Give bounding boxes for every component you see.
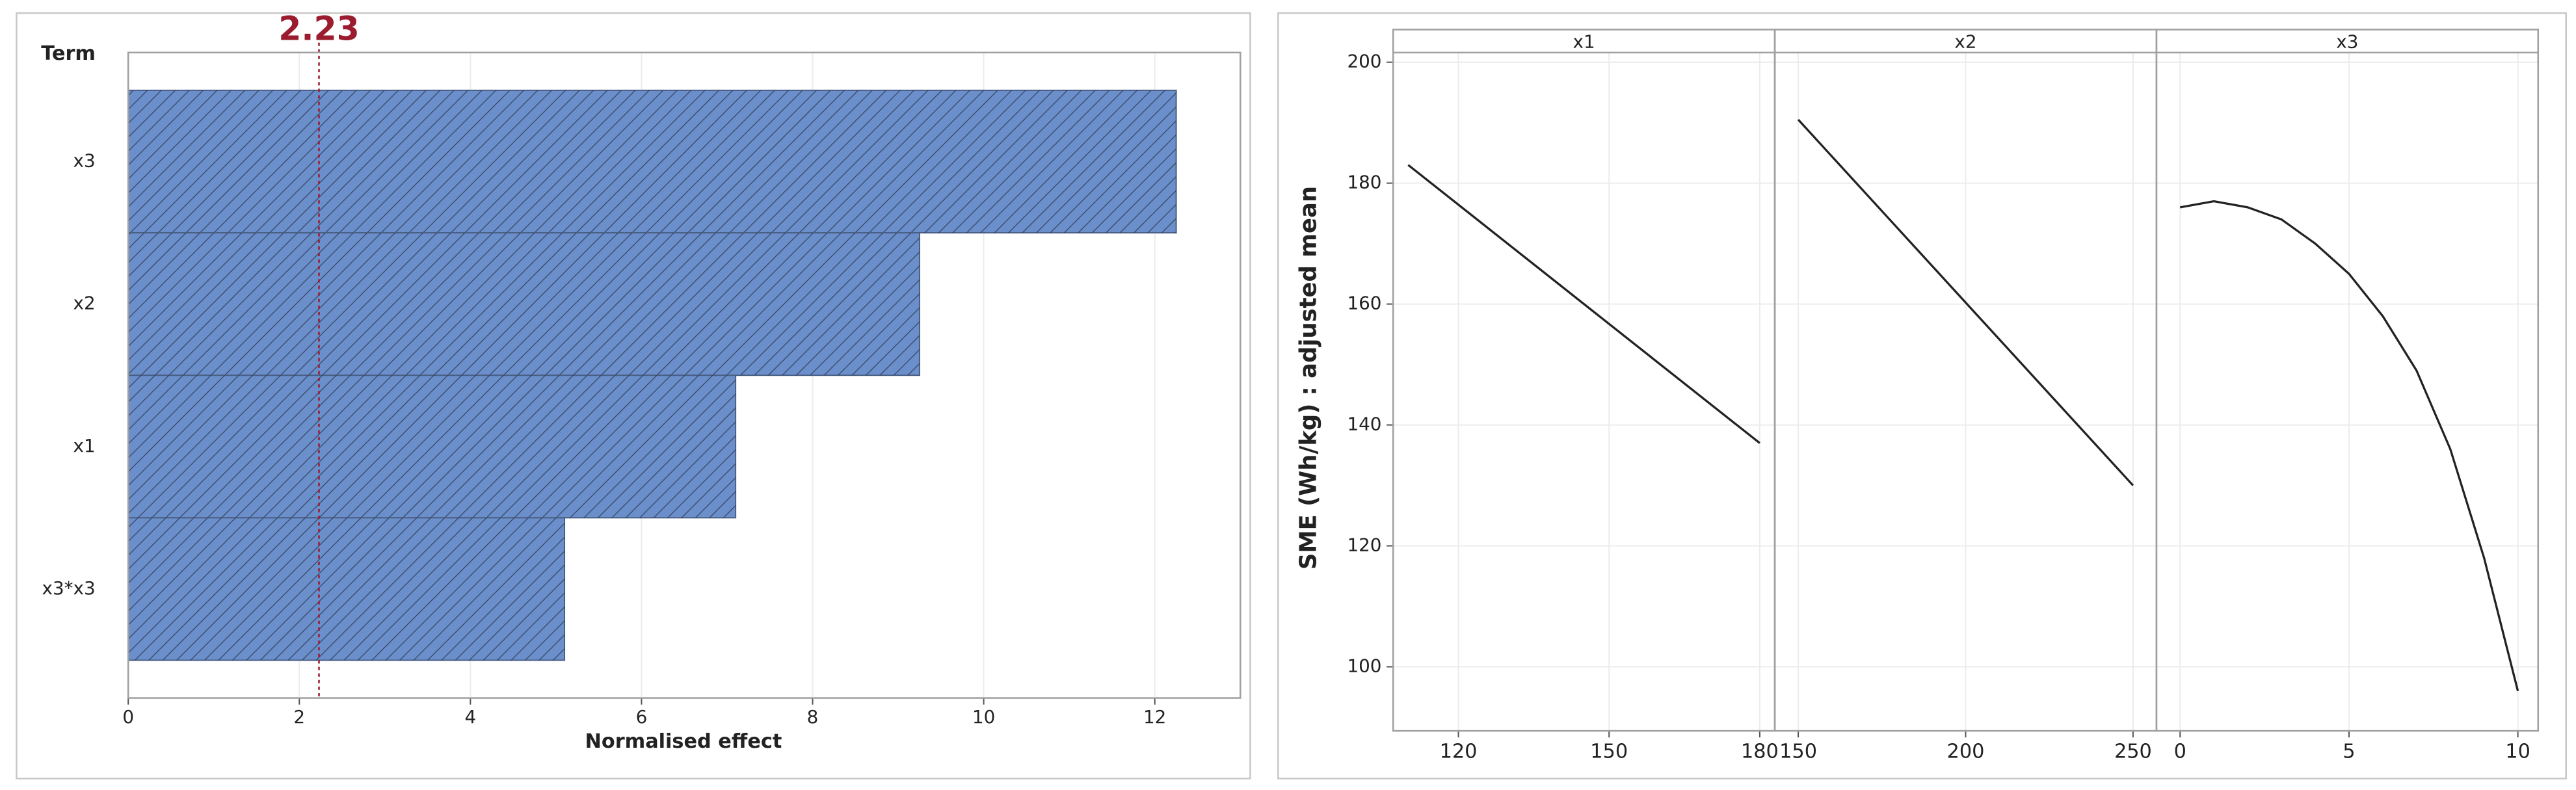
y-tick-label: x1	[73, 435, 96, 456]
panel-title: x3	[2336, 31, 2358, 53]
x-tick-label: 8	[807, 706, 819, 728]
bar-hatch	[128, 518, 565, 661]
reference-label: 2.23	[278, 9, 360, 47]
line	[2179, 200, 2519, 692]
panel-title: x1	[1573, 31, 1595, 53]
y-tick-label: x3	[73, 150, 96, 171]
bar-hatch	[128, 233, 920, 376]
line	[1407, 164, 1760, 444]
x-tick-label: 12	[1143, 706, 1166, 728]
left-panel-border	[16, 12, 1251, 780]
x-tick-label: 150	[1590, 740, 1628, 763]
y-tick-label: 180	[1347, 172, 1381, 193]
x-tick-label: 0	[122, 706, 134, 728]
y-axis-label: SME (Wh/kg) : adjusted mean	[1295, 186, 1321, 570]
x-tick-label: 150	[1779, 740, 1817, 763]
x-tick-label: 180	[1741, 740, 1779, 763]
x-tick-label: 250	[2114, 740, 2152, 763]
line	[1797, 118, 2134, 486]
x-tick-label: 2	[293, 706, 305, 728]
x-tick-label: 4	[464, 706, 476, 728]
x-tick-label: 5	[2343, 740, 2355, 763]
plot-frame	[2155, 29, 2540, 732]
y-tick-label: 100	[1347, 655, 1381, 677]
x-tick-label: 10	[972, 706, 995, 728]
x-tick-label: 6	[636, 706, 648, 728]
plot-frame	[127, 51, 1242, 699]
x-tick-label: 200	[1947, 740, 1985, 763]
y-tick-label: x3*x3	[42, 577, 96, 599]
right-panel-border	[1277, 12, 2567, 780]
x-tick-label: 10	[2505, 740, 2530, 763]
x-axis-label: Normalised effect	[585, 730, 782, 753]
y-tick-label: 200	[1347, 51, 1381, 72]
bar-hatch	[128, 375, 736, 518]
bar-hatch	[128, 90, 1176, 233]
y-tick-label: 140	[1347, 414, 1381, 435]
panel-title: x2	[1954, 31, 1976, 53]
y-tick-label: x2	[73, 293, 96, 314]
y-tick-label: 120	[1347, 534, 1381, 556]
y-tick-label: 160	[1347, 293, 1381, 314]
x-tick-label: 120	[1440, 740, 1478, 763]
y-axis-label: Term	[41, 42, 96, 65]
x-tick-label: 0	[2174, 740, 2186, 763]
plot-frame	[1392, 29, 1776, 732]
